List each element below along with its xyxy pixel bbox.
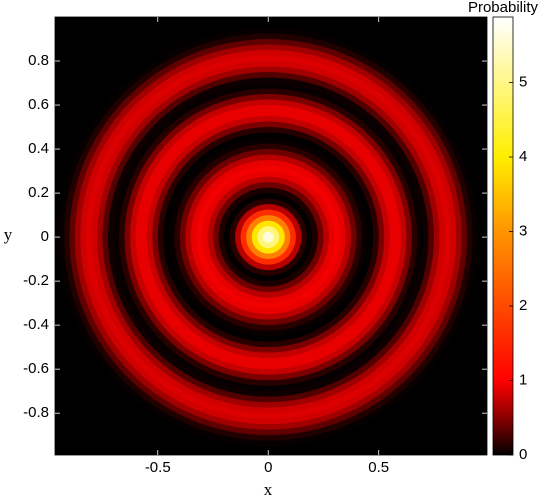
- x-axis-label: x: [264, 480, 273, 499]
- y-tick-label: 0.6: [28, 96, 49, 113]
- y-tick-label: 0.8: [28, 52, 49, 69]
- colorbar-tick-label: 2: [519, 297, 527, 314]
- y-tick-label: -0.6: [23, 360, 49, 377]
- colorbar: [492, 16, 514, 456]
- y-tick-label: -0.2: [23, 272, 49, 289]
- y-tick-label: 0.4: [28, 140, 49, 157]
- y-tick-label: -0.8: [23, 404, 49, 421]
- colorbar-tick-label: 4: [519, 148, 527, 165]
- y-tick-label: -0.4: [23, 316, 49, 333]
- y-tick-label: 0.2: [28, 184, 49, 201]
- plot-frame: [54, 16, 488, 456]
- x-tick-label: 0.5: [368, 459, 389, 476]
- y-tick-label: 0: [41, 228, 49, 245]
- x-tick-label: 0: [264, 459, 272, 476]
- colorbar-tick-label: 0: [519, 446, 527, 463]
- colorbar-tick-label: 5: [519, 74, 527, 91]
- colorbar-tick-label: 3: [519, 222, 527, 239]
- ring: [262, 231, 274, 243]
- y-axis-label: y: [4, 225, 13, 244]
- heatmap: [55, 17, 487, 455]
- colorbar-label: Probability: [468, 0, 539, 16]
- x-tick-label: -0.5: [145, 459, 171, 476]
- colorbar-tick-label: 1: [519, 371, 527, 388]
